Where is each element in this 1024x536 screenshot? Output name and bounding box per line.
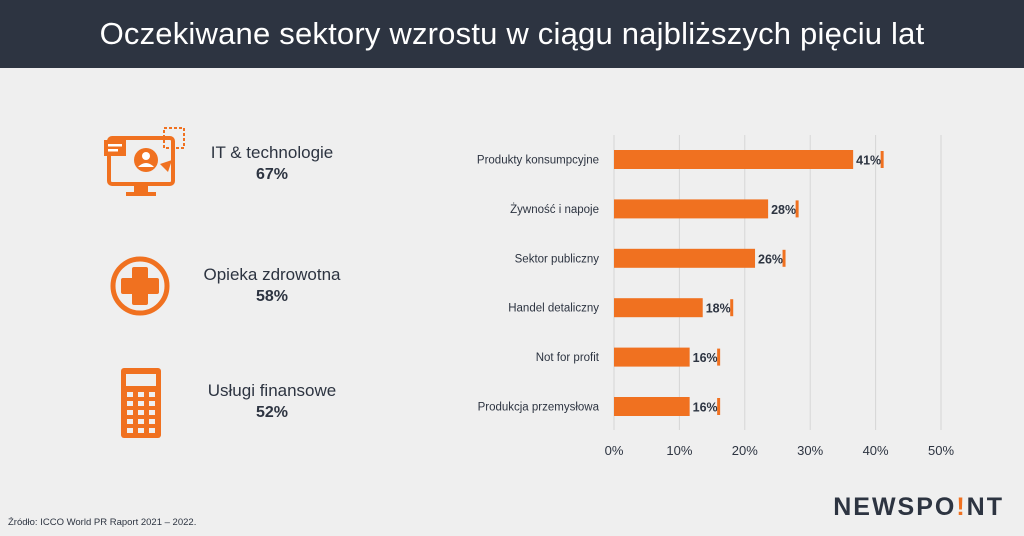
stat-label: Usługi finansowe xyxy=(207,381,337,400)
bar-chart: 0% 10% 20% 30% 40% 50% Produkty konsumpcyjne 41… xyxy=(477,135,954,458)
medical-cross-icon xyxy=(100,246,190,326)
data-label: 26% xyxy=(758,252,783,266)
source-note: Źródło: ICCO World PR Raport 2021 – 2022… xyxy=(8,517,197,528)
data-label: 16% xyxy=(693,401,718,415)
stat-finance: Usługi finansowe 52% xyxy=(100,362,360,442)
monitor-user-icon xyxy=(100,124,190,204)
x-tick-label: 20% xyxy=(732,443,758,458)
category-label: Sektor publiczny xyxy=(515,253,600,265)
bar-end-mark xyxy=(880,151,884,168)
bar xyxy=(614,199,769,219)
stat-value: 67% xyxy=(255,166,289,183)
stat-value: 52% xyxy=(255,404,289,421)
brand-logo: NEWSPO!NT xyxy=(833,493,1004,522)
stat-text: Usługi finansowe 52% xyxy=(192,362,352,442)
category-label: Żywność i napoje xyxy=(510,203,599,216)
bar-end-mark xyxy=(795,200,799,218)
bar-end-mark xyxy=(730,299,734,317)
x-tick-label: 0% xyxy=(605,443,624,458)
bar-end-mark xyxy=(717,348,721,366)
x-tick-label: 40% xyxy=(863,443,889,458)
stat-text: Opieka zdrowotna 58% xyxy=(192,246,352,326)
page-title: Oczekiwane sektory wzrostu w ciągu najbl… xyxy=(99,16,925,51)
stat-it: IT & technologie 67% xyxy=(100,124,360,204)
category-label: Produkty konsumpcyjne xyxy=(477,155,599,167)
calculator-icon xyxy=(100,362,190,442)
bar xyxy=(614,150,854,169)
brand-text-right: NT xyxy=(966,493,1004,521)
x-tick-label: 10% xyxy=(666,443,692,458)
data-label: 18% xyxy=(706,302,731,316)
category-label: Produkcja przemysłowa xyxy=(478,402,600,414)
bar xyxy=(614,298,703,318)
brand-accent: ! xyxy=(956,493,967,521)
x-tick-label: 50% xyxy=(928,443,954,458)
x-tick-label: 30% xyxy=(797,443,823,458)
bar-end-mark xyxy=(717,398,721,415)
bar xyxy=(614,397,690,416)
stat-label: IT & technologie xyxy=(210,143,334,162)
stat-health: Opieka zdrowotna 58% xyxy=(100,246,360,326)
bar xyxy=(614,248,756,268)
data-label: 41% xyxy=(856,154,881,168)
brand-text-left: NEWSPO xyxy=(833,493,957,521)
stat-value: 58% xyxy=(255,288,289,305)
bar xyxy=(614,347,690,367)
category-label: Handel detaliczny xyxy=(508,303,599,315)
stat-label: Opieka zdrowotna xyxy=(203,265,341,284)
stat-text: IT & technologie 67% xyxy=(192,124,352,204)
bar-end-mark xyxy=(782,249,786,267)
header-bar: Oczekiwane sektory wzrostu w ciągu najbl… xyxy=(0,0,1024,68)
category-label: Not for profit xyxy=(536,352,600,364)
data-label: 28% xyxy=(771,203,796,217)
data-label: 16% xyxy=(693,351,718,365)
